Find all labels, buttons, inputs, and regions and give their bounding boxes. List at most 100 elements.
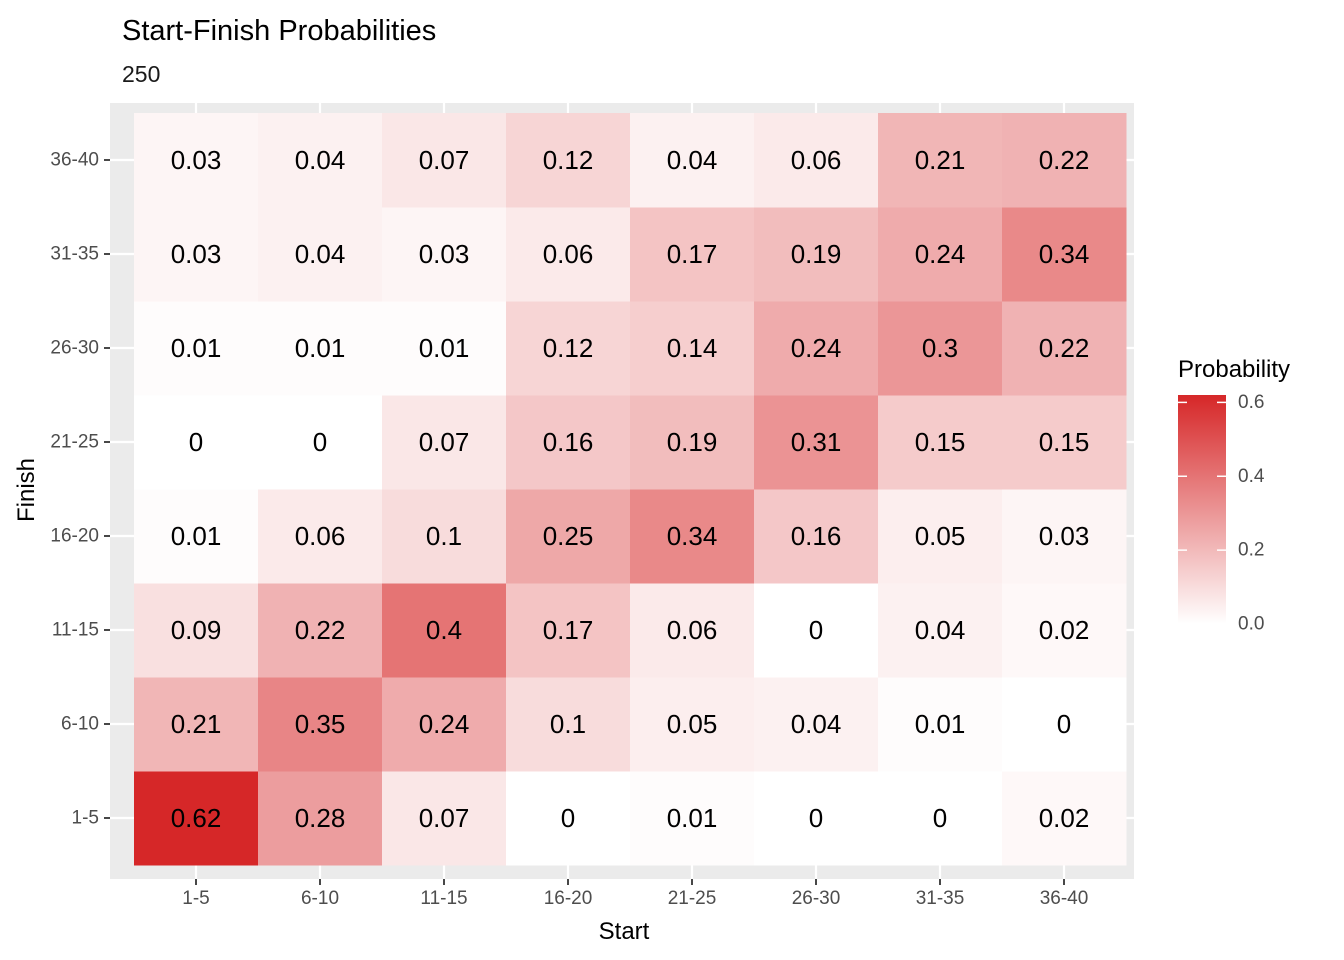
heatmap-cell [1002,301,1127,396]
cell-value-label: 0.22 [1039,333,1090,363]
cell-value-label: 0.28 [295,803,346,833]
cell-value-label: 0.15 [1039,427,1090,457]
heatmap-cell [754,489,879,584]
heatmap-cell [1002,113,1127,208]
cell-value-label: 0.1 [426,521,462,551]
cell-value-label: 0.09 [171,615,222,645]
legend-title: Probability [1178,356,1290,383]
cell-value-labels: 0.62 0.28 0.07 0 0.01 0 0 0.02 0.21 0.35 0.24 0.1 0.… [171,145,1090,833]
legend-tick-label: 0.0 [1238,614,1264,635]
heatmap-cell [258,301,383,396]
cell-value-label: 0.15 [915,427,966,457]
heatmap-cell [506,771,631,866]
heatmap-cells [134,113,1127,866]
cell-value-label: 0.14 [667,333,718,363]
cell-value-label: 0 [933,803,947,833]
heatmap-cell [1002,207,1127,302]
plot-panel: 0.62 0.28 0.07 0 0.01 0 0 0.02 0.21 0.35 0.24 0.1 0.… [110,103,1134,879]
heatmap-cell [506,207,631,302]
cell-value-label: 0.22 [1039,145,1090,175]
y-tick-label: 26-30 [50,338,99,359]
heatmap-cell [382,395,507,490]
heatmap-cell [630,677,755,772]
heatmap-cell [1002,395,1127,490]
heatmap-cell [1002,677,1127,772]
x-tick-label: 26-30 [792,888,841,909]
y-tick-label: 31-35 [50,244,99,265]
heatmap-cell [382,489,507,584]
cell-value-label: 0.06 [543,239,594,269]
x-tick-label: 6-10 [301,888,339,909]
cell-value-label: 0.01 [419,333,470,363]
cell-value-label: 0.03 [171,145,222,175]
heatmap-cell [630,583,755,678]
heatmap-cell [878,395,1003,490]
heatmap-cell [258,489,383,584]
heatmap-cell [878,489,1003,584]
cell-value-label: 0.19 [667,427,718,457]
heatmap-cell [382,583,507,678]
heatmap-cell [382,677,507,772]
cell-value-label: 0.21 [171,709,222,739]
cell-value-label: 0.31 [791,427,842,457]
cell-value-label: 0 [189,427,203,457]
cell-value-label: 0.04 [915,615,966,645]
cell-value-label: 0.06 [791,145,842,175]
heatmap-cell [754,771,879,866]
heatmap-cell [754,113,879,208]
cell-value-label: 0.05 [915,521,966,551]
cell-value-label: 0.34 [667,521,718,551]
heatmap-cell [382,113,507,208]
legend-tick-label: 0.6 [1238,392,1264,413]
legend-tick-label: 0.2 [1238,540,1264,561]
heatmap-cell [878,113,1003,208]
cell-value-label: 0.4 [426,615,462,645]
y-tick-label: 16-20 [50,526,99,547]
cell-value-label: 0 [809,615,823,645]
heatmap-cell [382,207,507,302]
cell-value-label: 0.01 [667,803,718,833]
cell-value-label: 0.22 [295,615,346,645]
heatmap-cell [754,583,879,678]
x-tick-label: 11-15 [420,888,467,909]
heatmap-cell [134,771,259,866]
heatmap-cell [134,207,259,302]
heatmap-cell [258,583,383,678]
heatmap-cell [506,113,631,208]
y-tick-label: 11-15 [52,620,99,641]
heatmap-cell [134,113,259,208]
heatmap-cell [1002,489,1127,584]
heatmap-cell [878,583,1003,678]
cell-value-label: 0 [809,803,823,833]
heatmap-cell [878,301,1003,396]
heatmap-cell [506,489,631,584]
heatmap-cell [506,301,631,396]
cell-value-label: 0.05 [667,709,718,739]
cell-value-label: 0.62 [171,803,222,833]
x-tick-label: 16-20 [544,888,593,909]
heatmap-cell [258,677,383,772]
x-tick-label: 31-35 [916,888,965,909]
heatmap-cell [754,395,879,490]
x-tick-label: 1-5 [182,888,209,909]
cell-value-label: 0.03 [171,239,222,269]
cell-value-label: 0.17 [667,239,718,269]
cell-value-label: 0.06 [667,615,718,645]
y-axis: 1-5 6-10 11-15 16-20 21-25 26-30 31-35 36-40 [50,150,110,829]
cell-value-label: 0.01 [295,333,346,363]
x-tick-label: 36-40 [1040,888,1089,909]
heatmap-cell [506,677,631,772]
chart-title: Start-Finish Probabilities [122,15,436,47]
cell-value-label: 0 [1057,709,1071,739]
heatmap-cell [258,207,383,302]
cell-value-label: 0.17 [543,615,594,645]
chart-subtitle: 250 [122,61,160,87]
cell-value-label: 0.06 [295,521,346,551]
y-axis-title: Finish [13,458,40,522]
cell-value-label: 0.04 [295,145,346,175]
cell-value-label: 0.24 [791,333,842,363]
cell-value-label: 0.04 [295,239,346,269]
heatmap-cell [878,677,1003,772]
cell-value-label: 0.24 [419,709,470,739]
heatmap-cell [630,489,755,584]
